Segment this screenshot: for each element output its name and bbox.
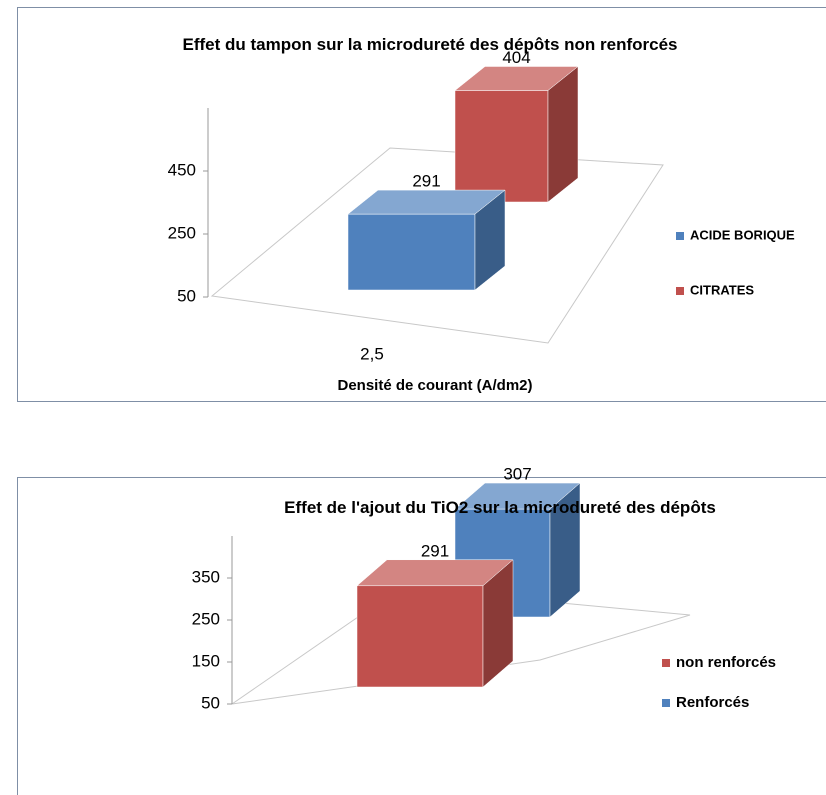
bar-side	[482, 559, 514, 688]
floor	[210, 147, 664, 344]
chart-title: Effet du tampon sur la microdureté des d…	[182, 35, 678, 54]
bar-front	[347, 213, 476, 291]
bar-side	[547, 65, 579, 203]
x-axis-label: Densité de courant (A/dm2)	[337, 377, 532, 394]
legend-label: non renforcés	[676, 654, 776, 671]
chart-frame	[17, 477, 826, 795]
bar-side	[549, 482, 581, 618]
legend-swatch	[662, 699, 670, 707]
y-tick-label: 50	[177, 286, 196, 305]
legend-swatch	[662, 659, 670, 667]
value-label: 404	[502, 48, 530, 67]
y-tick-label: 350	[192, 567, 220, 586]
bar-front	[454, 90, 549, 203]
y-tick-label: 250	[192, 609, 220, 628]
y-tick-label: 450	[168, 160, 196, 179]
bar-front	[356, 585, 484, 688]
x-tick-label: 2,5	[360, 344, 384, 363]
chart-frame	[17, 7, 826, 402]
value-label: 291	[412, 172, 440, 191]
value-label: 291	[421, 541, 449, 560]
legend-swatch	[676, 232, 684, 240]
legend-label: ACIDE BORIQUE	[690, 227, 795, 242]
value-label: 307	[503, 465, 531, 484]
legend-label: Renforcés	[676, 694, 749, 711]
legend-swatch	[676, 287, 684, 295]
y-tick-label: 250	[168, 223, 196, 242]
bar-side	[474, 189, 506, 291]
legend-label: CITRATES	[690, 282, 754, 297]
y-tick-label: 50	[201, 693, 220, 712]
chart-title: Effet de l'ajout du TiO2 sur la microdur…	[284, 498, 716, 517]
y-tick-label: 150	[192, 651, 220, 670]
